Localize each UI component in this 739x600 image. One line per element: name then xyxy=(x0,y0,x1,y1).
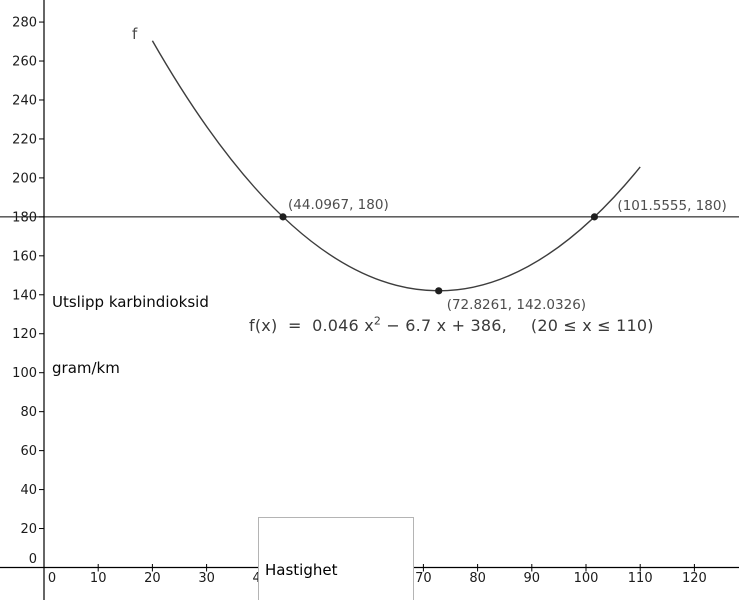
y-axis-caption-line2: gram/km xyxy=(52,359,120,377)
function-equation-label: f(x) = 0.046 x2 − 6.7 x + 386, (20 ≤ x ≤ … xyxy=(249,316,654,335)
y-axis-caption: Utslipp karbindioksid gram/km xyxy=(52,247,209,423)
x-tick-label: 30 xyxy=(198,571,215,586)
plotted-point[interactable] xyxy=(435,287,443,295)
point-coordinates-label: (44.0967, 180) xyxy=(288,197,389,213)
y-tick-label: 180 xyxy=(12,210,37,225)
x-tick-label: 100 xyxy=(574,571,599,586)
function-curve-f[interactable] xyxy=(151,40,641,292)
y-tick-label: 80 xyxy=(20,405,37,420)
plotted-point[interactable] xyxy=(279,213,287,221)
x-tick-label: 10 xyxy=(90,571,107,586)
y-tick-label: 40 xyxy=(20,483,37,498)
x-tick-label: 90 xyxy=(524,571,541,586)
x-tick-label: 70 xyxy=(415,571,432,586)
x-tick-label: 20 xyxy=(144,571,161,586)
x-tick-label: 80 xyxy=(469,571,486,586)
y-tick-label: 260 xyxy=(12,55,37,70)
y-tick-label: 60 xyxy=(20,444,37,459)
equation-exponent: 2 xyxy=(373,314,382,328)
y-tick-label: 0 xyxy=(29,552,37,567)
equation-rest: − 6.7 x + 386, xyxy=(381,316,507,335)
x-tick-label: 110 xyxy=(628,571,653,586)
equation-lhs: f(x) = 0.046 x xyxy=(249,316,374,335)
y-tick-label: 160 xyxy=(12,249,37,264)
y-tick-label: 100 xyxy=(12,366,37,381)
y-tick-label: 220 xyxy=(12,132,37,147)
y-tick-label: 240 xyxy=(12,93,37,108)
y-tick-label: 20 xyxy=(20,522,37,537)
point-coordinates-label: (101.5555, 180) xyxy=(617,198,726,214)
x-tick-label: 120 xyxy=(682,571,707,586)
point-coordinates-label: (72.8261, 142.0326) xyxy=(447,297,586,313)
y-tick-label: 140 xyxy=(12,288,37,303)
y-tick-label: 280 xyxy=(12,16,37,31)
x-axis-caption-box: Hastighet Kilometer per time xyxy=(258,517,414,600)
y-axis-caption-line1: Utslipp karbindioksid xyxy=(52,293,209,311)
x-axis-caption-line1: Hastighet xyxy=(265,561,338,579)
plotted-point[interactable] xyxy=(590,213,599,221)
y-tick-label: 120 xyxy=(12,327,37,342)
equation-domain: (20 ≤ x ≤ 110) xyxy=(530,316,654,335)
y-tick-label: 200 xyxy=(12,171,37,186)
x-tick-label: 0 xyxy=(48,571,56,586)
curve-name-label: f xyxy=(132,25,138,43)
